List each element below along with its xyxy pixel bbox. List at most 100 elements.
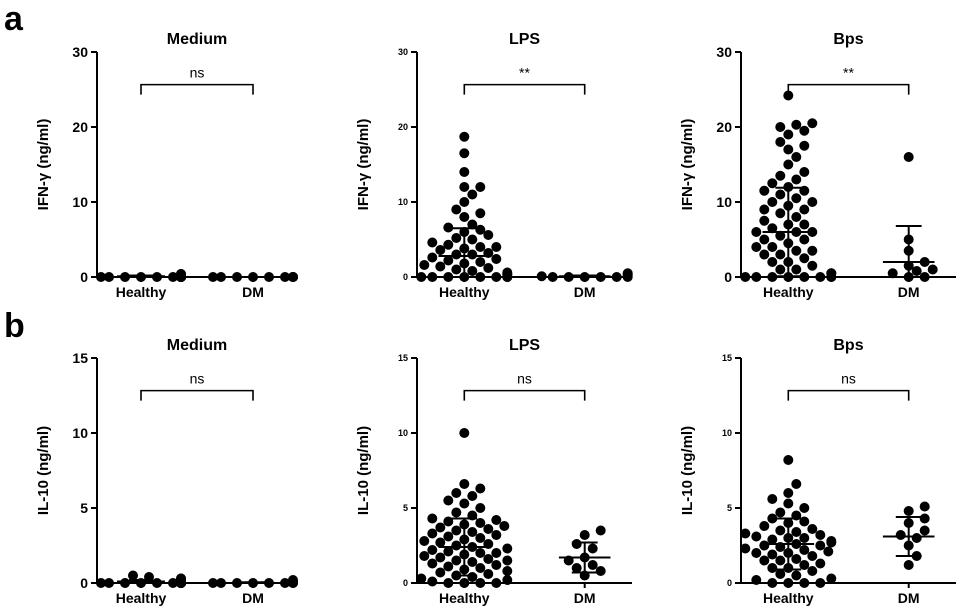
data-point	[775, 137, 786, 147]
data-point	[475, 578, 486, 588]
data-point	[751, 548, 762, 558]
significance-bracket	[463, 389, 586, 401]
data-point	[775, 555, 786, 566]
data-point	[483, 569, 494, 579]
y-axis-label: IFN-γ (ng/ml)	[35, 119, 52, 211]
data-point	[459, 479, 470, 489]
data-point	[595, 525, 606, 536]
y-tick-label: 0	[80, 575, 88, 591]
data-point	[791, 264, 802, 275]
data-point	[467, 557, 478, 567]
data-point	[903, 560, 914, 570]
data-point	[427, 513, 438, 524]
data-point	[775, 264, 786, 275]
data-point	[216, 272, 226, 282]
data-point	[767, 563, 778, 573]
data-point	[815, 578, 826, 588]
data-point	[759, 249, 770, 260]
data-point	[919, 272, 930, 282]
chart-title: Bps	[833, 31, 863, 48]
data-point	[799, 185, 810, 196]
data-point	[475, 483, 486, 494]
data-point	[502, 555, 513, 566]
data-point	[475, 518, 486, 528]
data-point	[826, 268, 837, 279]
data-point	[911, 266, 922, 276]
significance-label: ns	[841, 371, 856, 387]
data-point	[799, 204, 810, 215]
data-point	[807, 551, 818, 561]
data-point	[767, 223, 778, 234]
data-point	[740, 272, 751, 282]
data-point	[826, 573, 837, 584]
data-point	[775, 208, 786, 219]
y-axis-label: IL-10 (ng/ml)	[355, 426, 372, 515]
y-tick-label: 15	[72, 350, 88, 366]
data-point	[751, 242, 762, 252]
data-point	[467, 219, 478, 230]
data-point	[208, 272, 218, 282]
data-point	[475, 503, 486, 513]
data-point	[467, 491, 478, 501]
y-tick-label: 10	[72, 425, 88, 441]
chart-b-bps: Bps 0 5 10 15 IL-10 (ng/ml) Healthy DM ns	[679, 337, 956, 606]
data-point	[416, 272, 427, 282]
chart-title: LPS	[509, 31, 540, 48]
data-point	[483, 230, 494, 240]
data-point	[911, 533, 922, 543]
data-point	[435, 261, 446, 272]
data-point	[791, 245, 802, 256]
data-point	[767, 513, 778, 524]
data-point	[775, 230, 786, 241]
data-point	[807, 566, 818, 576]
data-point	[751, 531, 762, 542]
data-point	[443, 222, 454, 233]
data-point	[459, 148, 470, 159]
data-point	[288, 575, 298, 585]
data-point	[208, 578, 218, 588]
data-point	[815, 272, 826, 282]
data-point	[791, 479, 802, 489]
data-point	[451, 488, 462, 498]
data-point	[483, 263, 494, 273]
significance-bracket	[787, 83, 910, 95]
y-tick-label: 0	[80, 269, 88, 285]
data-point	[587, 543, 598, 554]
x-tick-label: DM	[574, 590, 596, 606]
data-point	[759, 555, 770, 566]
data-point	[767, 549, 778, 560]
data-point	[459, 131, 470, 142]
data-point	[467, 527, 478, 537]
data-point	[491, 242, 502, 252]
x-tick-label: Healthy	[439, 590, 490, 606]
data-point	[759, 234, 770, 245]
y-tick-label: 20	[716, 119, 732, 135]
data-point	[475, 563, 486, 573]
data-point	[443, 516, 454, 527]
chart-b-medium: Medium 0 5 10 15 IL-10 (ng/ml) Healthy DM ns	[35, 337, 298, 606]
data-point	[152, 578, 162, 588]
data-point	[799, 140, 810, 151]
data-point	[451, 249, 462, 260]
data-point	[799, 167, 810, 177]
data-point	[443, 239, 454, 250]
y-tick-label: 0	[724, 269, 732, 285]
data-point	[775, 170, 786, 181]
x-tick-label: Healthy	[116, 590, 167, 606]
data-point	[443, 255, 454, 266]
significance-label: **	[843, 65, 854, 81]
data-point	[168, 578, 178, 588]
data-point	[475, 533, 486, 543]
data-point	[919, 525, 930, 536]
y-tick-label: 15	[398, 353, 408, 363]
data-point	[547, 272, 558, 282]
y-tick-label: 10	[398, 197, 408, 207]
data-point	[759, 540, 770, 551]
data-point	[775, 122, 786, 132]
data-point	[502, 575, 513, 585]
data-point	[767, 257, 778, 267]
significance-label: ns	[517, 371, 532, 387]
data-point	[783, 488, 794, 498]
y-tick-label: 5	[80, 500, 88, 516]
data-point	[791, 212, 802, 222]
